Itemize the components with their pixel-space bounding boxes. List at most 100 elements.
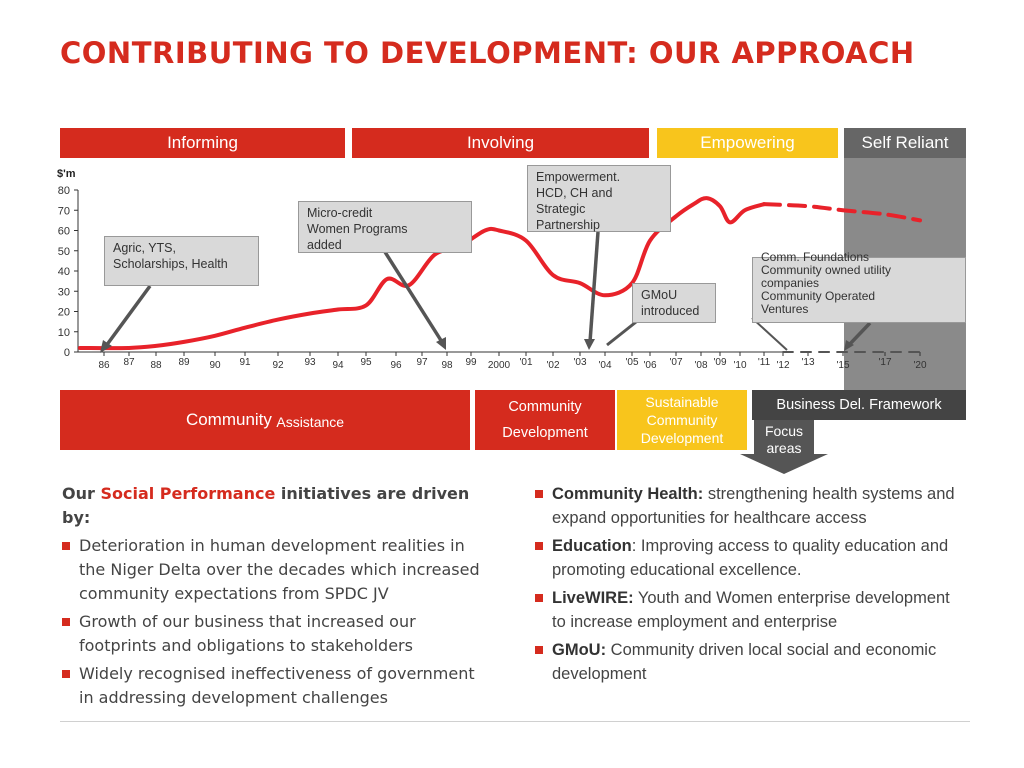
x-tick-label: '04 (598, 360, 611, 371)
focus-areas-line1: Focus (764, 423, 804, 439)
intro-prefix: Our (62, 484, 101, 503)
x-tick-label: 97 (416, 357, 428, 368)
callout-comm-line: Community Operated (761, 289, 876, 303)
x-tick-label: '11 (758, 357, 771, 368)
series-line-projected (762, 202, 922, 223)
focus-bullet-title: Community Health: (552, 485, 704, 503)
arrow-gmou (606, 320, 637, 347)
intro-highlight: Social Performance (100, 484, 276, 503)
arrow-comm (751, 317, 788, 351)
x-tick-label: '13 (801, 357, 814, 368)
driver-bullet: Widely recognised ineffectiveness of gov… (62, 662, 492, 710)
bullet-square-icon (62, 670, 70, 678)
callout-agric: Agric, YTS, Scholarships, Health (104, 236, 259, 286)
x-tick-label: 94 (332, 360, 344, 371)
drivers-intro: Our Social Performance initiatives are d… (62, 482, 492, 530)
y-tick-label: 20 (58, 307, 70, 319)
x-tick-label: '20 (913, 360, 926, 371)
callout-empowerment: Empowerment. HCD, CH and Strategic Partn… (527, 165, 671, 232)
y-tick-label: 0 (64, 347, 70, 359)
driver-bullet: Growth of our business that increased ou… (62, 610, 492, 658)
callout-agric-line: Agric, YTS, (113, 241, 176, 255)
focus-bullet-text: strengthening health systems and expand … (552, 485, 955, 527)
bullet-square-icon (62, 542, 70, 550)
arrow-agric-head (100, 340, 112, 353)
business-framework-box: Business Del. Framework (752, 390, 966, 420)
callout-micro-line: Women Programs (307, 222, 408, 236)
x-tick-label: 90 (209, 360, 221, 371)
x-tick-label: '03 (573, 357, 586, 368)
y-tick-label: 50 (58, 246, 70, 258)
y-tick-label: 80 (58, 185, 70, 197)
x-tick-label: 99 (465, 357, 477, 368)
community-assistance-small: Assistance (276, 413, 345, 430)
footer-divider (60, 721, 970, 722)
focus-areas-arrow-icon (740, 420, 828, 474)
x-tick-label: '05 (625, 357, 638, 368)
x-tick-label: '07 (669, 357, 682, 368)
bullet-square-icon (62, 618, 70, 626)
y-axis-label: $'m (57, 168, 76, 180)
callout-comm-line: Comm. Foundations (761, 250, 870, 264)
focus-bullet: GMoU: Community driven local social and … (535, 638, 955, 686)
x-tick-label: 2000 (488, 360, 511, 371)
driver-bullet: Deterioration in human development reali… (62, 534, 492, 606)
sustainable-development-box: Sustainable Community Development (617, 390, 747, 450)
chart-lines (78, 196, 922, 353)
driver-bullet-text: Growth of our business that increased ou… (79, 612, 416, 655)
slide-title: CONTRIBUTING TO DEVELOPMENT: OUR APPROAC… (60, 36, 915, 70)
callout-comm-foundations: Comm. Foundations Community owned utilit… (752, 251, 966, 323)
x-tick-label: 88 (150, 360, 162, 371)
driver-bullet-text: Widely recognised ineffectiveness of gov… (79, 664, 475, 707)
y-tick-label: 40 (58, 266, 70, 278)
x-tick-label: 98 (441, 360, 453, 371)
focus-bullet-title: Education (552, 537, 632, 555)
x-tick-label: '15 (836, 360, 849, 371)
x-tick-label: 92 (272, 360, 284, 371)
bullet-square-icon (535, 490, 543, 498)
callout-micro-line: Micro-credit (307, 206, 373, 220)
callout-empowerment-line: HCD, CH and (536, 186, 613, 200)
x-tick-label: 96 (390, 360, 402, 371)
x-tick-label: '10 (733, 360, 746, 371)
callout-gmou-line: GMoU (641, 288, 678, 302)
y-tick-label: 70 (58, 205, 70, 217)
driver-bullet-text: Deterioration in human development reali… (79, 536, 480, 603)
arrow-empower-head (584, 339, 595, 350)
focus-areas-column: Community Health: strengthening health s… (535, 482, 955, 690)
phase-involving: Involving (352, 128, 649, 158)
community-development-line1: Community (508, 399, 582, 415)
arrow-micro-head (436, 337, 446, 350)
callout-micro: Micro-credit Women Programs added (298, 201, 472, 253)
callout-comm-line: Community owned utility (761, 263, 892, 277)
series-line-actual (78, 196, 766, 351)
callout-empowerment-line: Strategic (536, 202, 586, 216)
focus-bullet-text: : Improving access to quality education … (552, 537, 949, 579)
focus-areas-label: Focus areas (754, 423, 814, 457)
focus-bullet-title: LiveWIRE: (552, 589, 634, 607)
callout-comm-line: companies (761, 276, 820, 290)
arrow-comm-head (844, 340, 854, 351)
arrow-comm-2 (846, 321, 872, 348)
x-tick-label: '09 (713, 357, 726, 368)
x-tick-label: 95 (360, 357, 372, 368)
x-tick-label: '12 (776, 360, 789, 371)
community-development-box: Community Development (475, 390, 615, 450)
callout-empowerment-line: Partnership (536, 218, 600, 232)
x-tick-label: 91 (239, 357, 251, 368)
x-tick-label: 93 (304, 357, 316, 368)
x-tick-label: '17 (878, 357, 891, 368)
bullet-square-icon (535, 542, 543, 550)
callout-arrows (100, 231, 872, 353)
phase-informing: Informing (60, 128, 345, 158)
callout-empowerment-line: Empowerment. (536, 170, 621, 184)
bullet-square-icon (535, 594, 543, 602)
y-tick-label: 10 (58, 327, 70, 339)
sustainable-line2: Community (646, 412, 718, 428)
community-development-line2: Development (502, 425, 588, 441)
sustainable-line1: Sustainable (645, 394, 719, 410)
community-assistance-box: Community Assistance (60, 390, 470, 450)
x-tick-label: '02 (546, 360, 559, 371)
investment-chart: $'m 0 10 20 30 40 50 60 70 80 86 87 88 89 90 91 92 93 94 95… (57, 168, 927, 371)
focus-bullet: LiveWIRE: Youth and Women enterprise dev… (535, 586, 955, 634)
